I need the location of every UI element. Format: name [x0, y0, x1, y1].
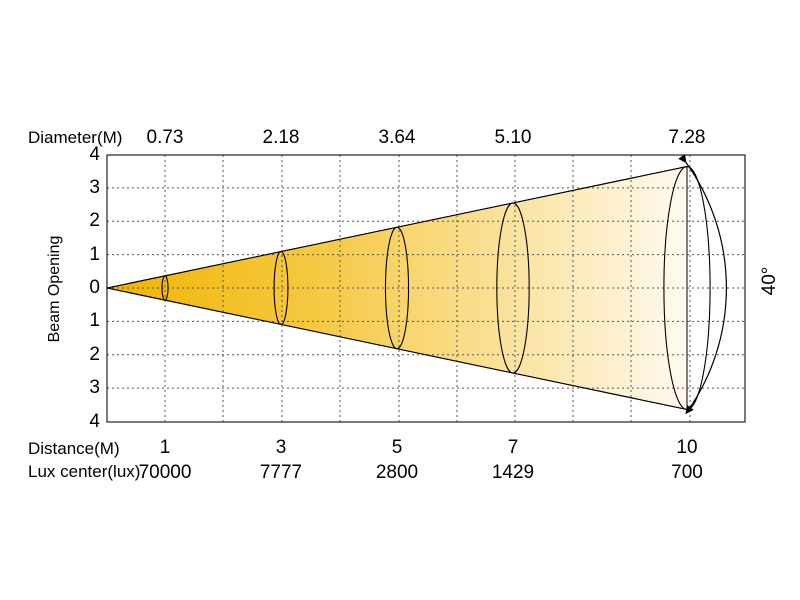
y-tick-label: 0	[89, 277, 100, 298]
y-tick-label: 1	[89, 310, 100, 332]
y-tick-label: 3	[89, 377, 100, 399]
diameter-value-label: 2.18	[262, 127, 300, 148]
cross-section-ellipse	[496, 202, 530, 374]
distance-row-label: Distance(M)	[28, 439, 120, 458]
cross-section-ellipse	[384, 226, 410, 350]
distance-value-label: 1	[159, 437, 171, 458]
diameter-value-label: 0.73	[146, 127, 184, 148]
distance-value-label: 10	[676, 437, 698, 458]
diameter-value-label: 7.28	[668, 127, 706, 148]
lux-value-label: 1429	[491, 462, 535, 483]
lux-row-label: Lux center(lux)	[28, 462, 141, 481]
y-tick-label: 1	[89, 243, 100, 265]
diameter-row-label: Diameter(M)	[28, 128, 123, 147]
y-axis-title: Beam Opening	[46, 235, 63, 343]
lux-value-label: 2800	[375, 462, 419, 483]
cross-section-ellipse	[273, 251, 289, 325]
lux-value-label: 7777	[259, 462, 303, 483]
cross-section-ellipse	[161, 275, 169, 301]
y-tick-label: 4	[89, 143, 100, 165]
lux-value-label: 70000	[138, 462, 192, 483]
distance-value-label: 5	[391, 437, 403, 458]
y-tick-label: 4	[89, 410, 100, 432]
distance-value-label: 7	[507, 437, 519, 458]
diameter-value-label: 5.10	[494, 127, 532, 148]
y-tick-label: 2	[89, 343, 100, 365]
grid	[107, 155, 745, 422]
beam-angle-label: 40°	[759, 266, 780, 296]
lux-value-label: 700	[671, 462, 703, 483]
distance-value-label: 3	[275, 437, 287, 458]
beam-angle-arc	[678, 153, 728, 415]
y-tick-label: 3	[89, 176, 100, 198]
y-tick-label: 2	[89, 210, 100, 232]
diameter-value-label: 3.64	[378, 127, 416, 148]
